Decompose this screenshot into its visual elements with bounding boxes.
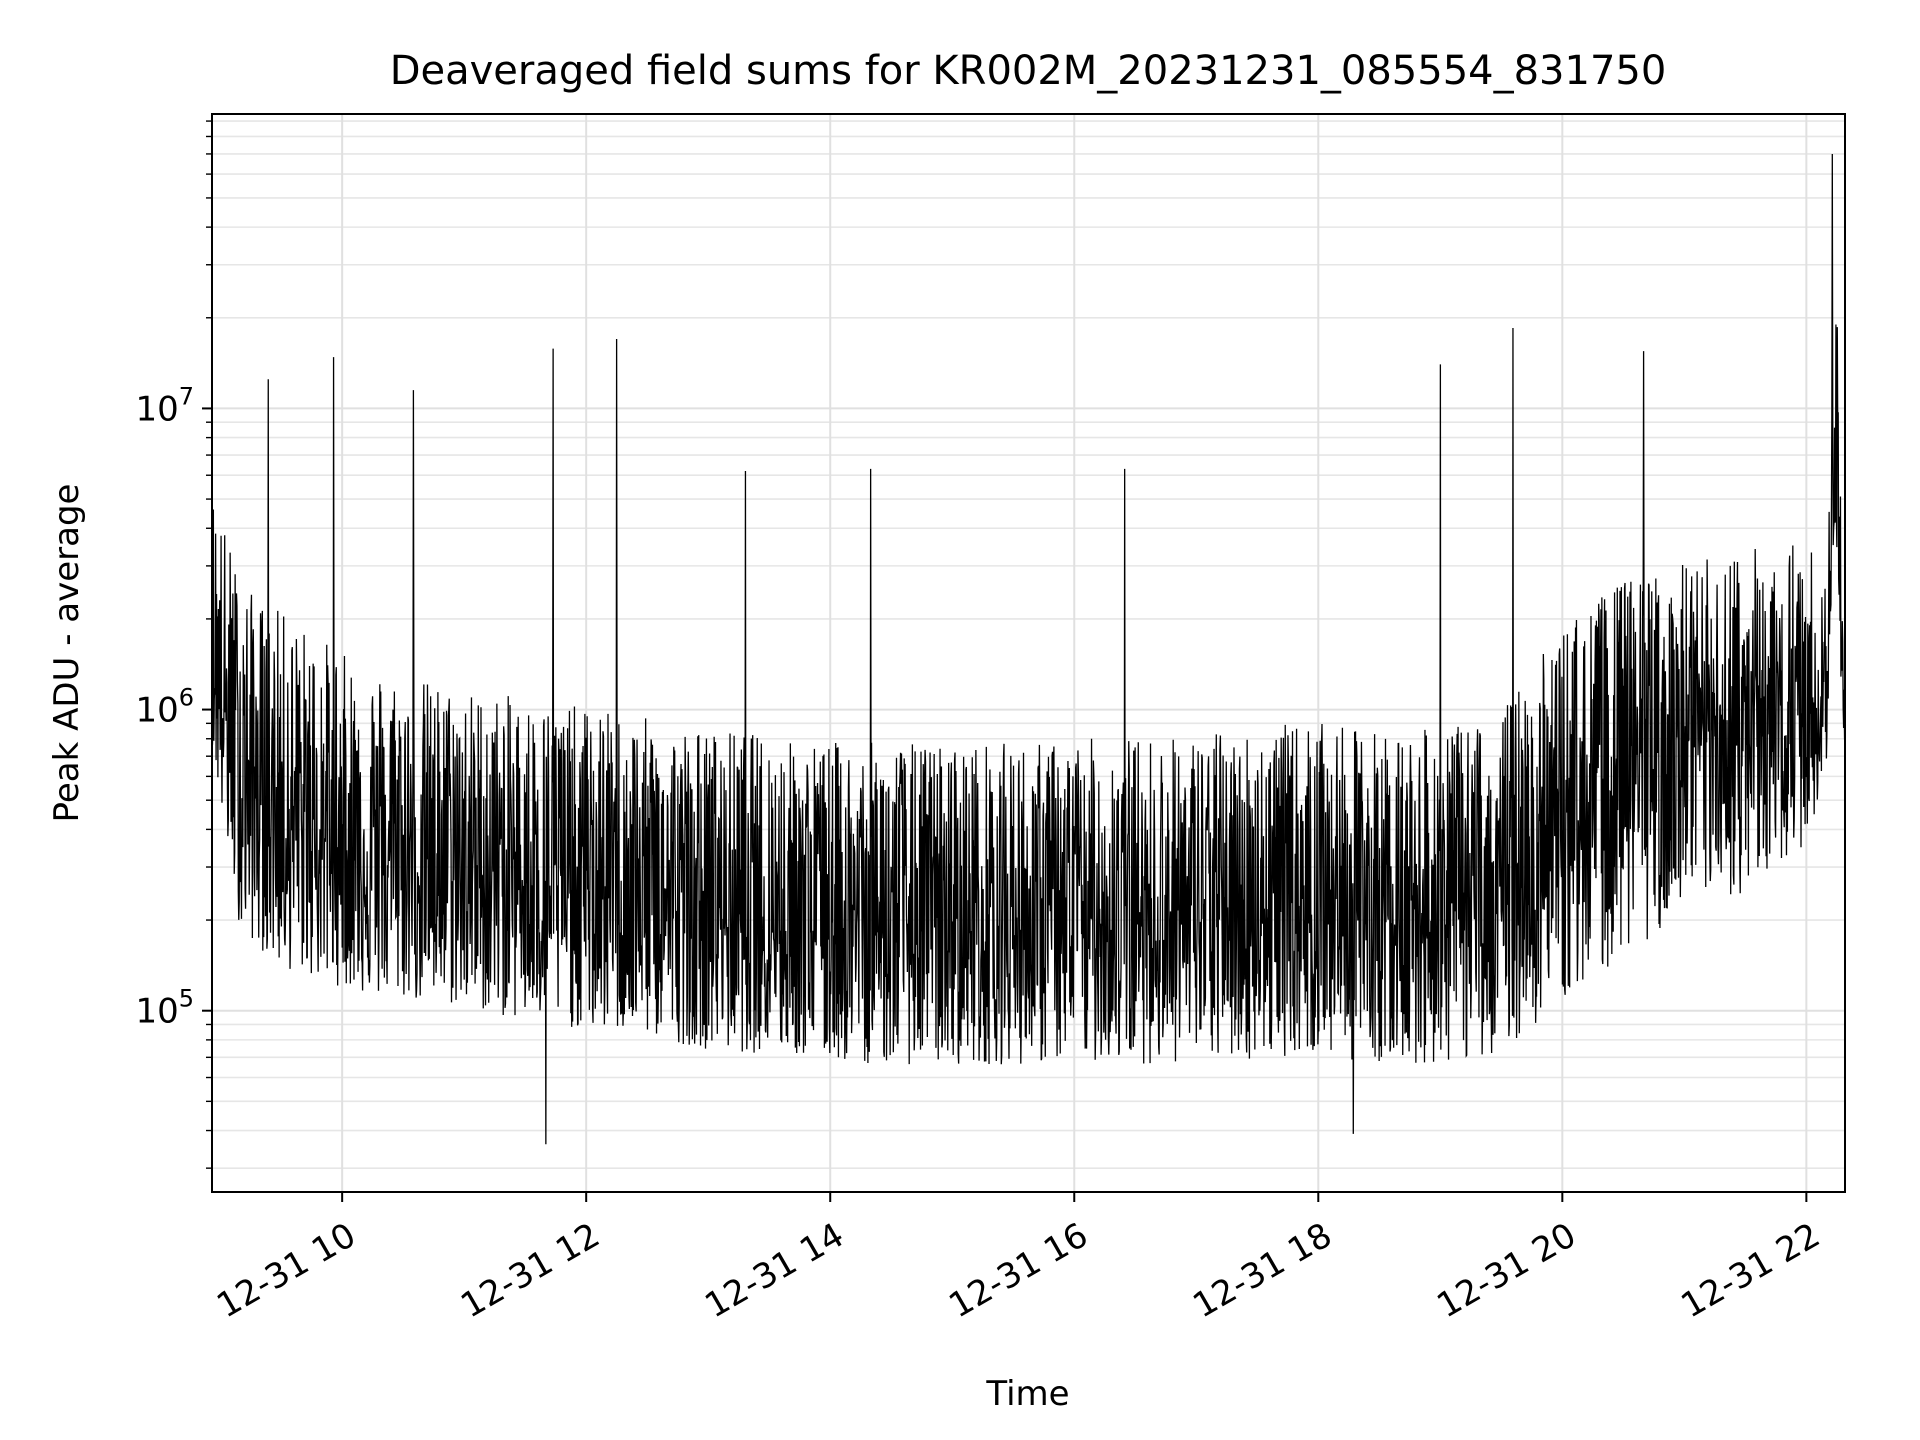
- y-tick-label: 107: [135, 382, 194, 429]
- y-tick-label-base: 10: [135, 691, 178, 731]
- plot-frame: [211, 113, 1846, 1193]
- y-tick-label-exponent: 5: [179, 985, 194, 1013]
- y-tick-label-base: 10: [135, 992, 178, 1032]
- y-axis-label: Peak ADU - average: [47, 484, 87, 823]
- major-gridlines: [212, 114, 1845, 1192]
- series-layer: [212, 153, 1845, 1145]
- chart-title: Deaveraged field sums for KR002M_2023123…: [390, 48, 1667, 94]
- y-tick-label-exponent: 7: [179, 382, 194, 410]
- y-tick-label-exponent: 6: [179, 684, 194, 712]
- series-line: [212, 153, 1845, 1145]
- y-tick-label: 106: [135, 684, 194, 731]
- y-tick-label-base: 10: [135, 389, 178, 429]
- x-axis-label: Time: [985, 1374, 1069, 1414]
- y-tick-label: 105: [135, 985, 194, 1032]
